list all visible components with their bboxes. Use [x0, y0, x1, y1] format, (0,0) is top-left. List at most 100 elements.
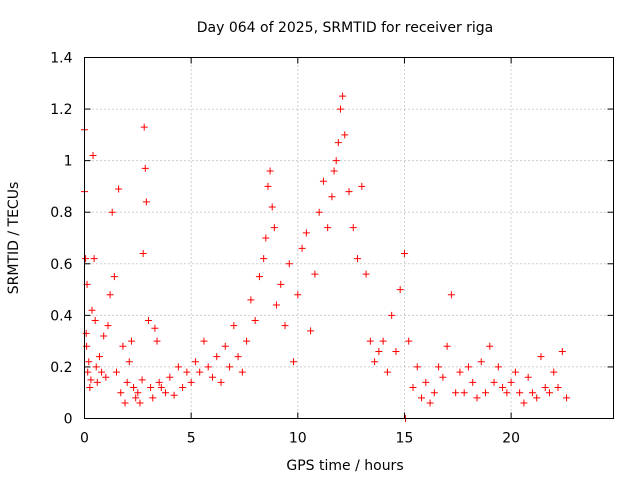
data-point [554, 384, 562, 392]
data-point [281, 322, 289, 330]
x-tick-label: 10 [289, 431, 307, 447]
data-point [217, 378, 225, 386]
x-axis-label: GPS time / hours [286, 458, 403, 474]
data-point [464, 363, 472, 371]
data-point [142, 198, 150, 206]
data-point [315, 208, 323, 216]
data-point [418, 394, 426, 402]
data-point [87, 376, 95, 384]
data-point [141, 164, 149, 172]
data-point [307, 327, 315, 335]
data-point [362, 270, 370, 278]
data-point [155, 378, 163, 386]
data-point [490, 378, 498, 386]
data-point [125, 358, 133, 366]
data-point [115, 185, 123, 193]
data-point [345, 188, 353, 196]
data-point [503, 389, 511, 397]
data-point [255, 273, 263, 281]
data-point [533, 394, 541, 402]
data-point [277, 280, 285, 288]
y-tick-label: 0.2 [50, 360, 72, 376]
data-point [130, 384, 138, 392]
data-point [157, 384, 165, 392]
y-tick-label: 1 [64, 154, 73, 170]
data-point [247, 296, 255, 304]
grid-lines [84, 57, 614, 419]
data-point [524, 373, 532, 381]
data-point [134, 389, 142, 397]
data-point [191, 358, 199, 366]
data-point [98, 368, 106, 376]
data-point [84, 368, 92, 376]
data-point [179, 384, 187, 392]
data-point [183, 368, 191, 376]
data-point [341, 131, 349, 139]
data-point [243, 337, 251, 345]
data-point [349, 224, 357, 232]
data-point [238, 368, 246, 376]
data-point [260, 255, 268, 263]
data-point [371, 358, 379, 366]
data-point [383, 368, 391, 376]
data-point [268, 203, 276, 211]
data-point [405, 337, 413, 345]
data-point [392, 347, 400, 355]
data-point [230, 322, 238, 330]
data-point [456, 368, 464, 376]
data-point [375, 347, 383, 355]
chart-title: Day 064 of 2025, SRMTID for receiver rig… [197, 20, 494, 36]
data-point [270, 224, 278, 232]
data-point [162, 389, 170, 397]
data-point [563, 394, 571, 402]
data-point [435, 363, 443, 371]
data-point [379, 337, 387, 345]
data-point [226, 363, 234, 371]
y-tick-label: 0 [64, 412, 73, 428]
data-point [90, 255, 98, 263]
y-tick-label: 1.4 [50, 51, 72, 67]
data-point [294, 291, 302, 299]
data-point [170, 391, 178, 399]
data-point [82, 329, 90, 337]
x-tick-label: 0 [80, 431, 89, 447]
data-point [447, 291, 455, 299]
data-point [208, 373, 216, 381]
data-point [123, 378, 131, 386]
data-point [443, 342, 451, 350]
data-point [108, 208, 116, 216]
data-point [298, 244, 306, 252]
data-point [482, 389, 490, 397]
data-point [204, 363, 212, 371]
data-point [358, 182, 366, 190]
data-point [82, 255, 90, 263]
data-point [100, 332, 108, 340]
data-point [266, 167, 274, 175]
data-point [106, 291, 114, 299]
data-point [86, 384, 94, 392]
data-point [251, 317, 259, 325]
data-point [144, 317, 152, 325]
data-point [516, 389, 524, 397]
data-point [499, 384, 507, 392]
data-point [339, 92, 347, 100]
data-point [439, 373, 447, 381]
data-point [121, 399, 129, 407]
data-point [187, 378, 195, 386]
data-point [200, 337, 208, 345]
data-point [85, 358, 93, 366]
data-point [332, 157, 340, 165]
data-point [396, 286, 404, 294]
data-point [140, 123, 148, 131]
data-point [469, 378, 477, 386]
data-point [409, 384, 417, 392]
data-point [93, 378, 101, 386]
data-point [174, 363, 182, 371]
data-point [413, 363, 421, 371]
data-point [486, 342, 494, 350]
data-point [147, 384, 155, 392]
data-point [104, 322, 112, 330]
data-point [95, 353, 103, 361]
data-point [494, 363, 502, 371]
